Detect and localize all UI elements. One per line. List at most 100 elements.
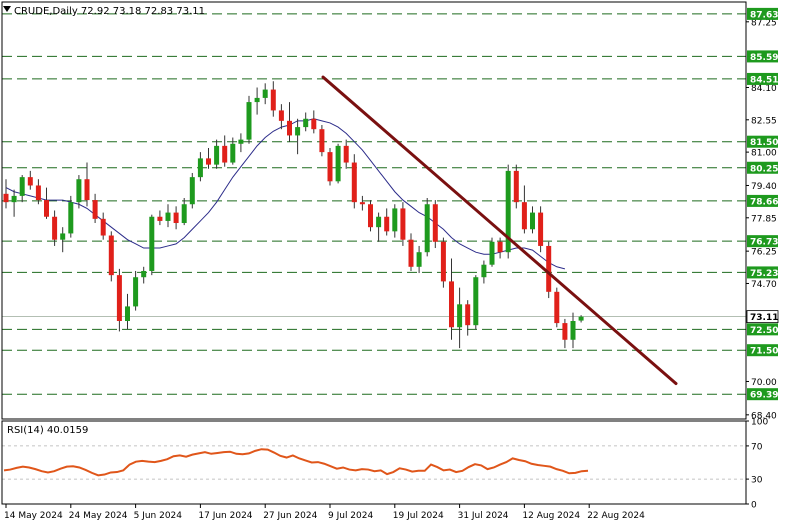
price-tick-label: 87.25	[751, 18, 777, 28]
candle-body	[52, 216, 58, 240]
date-tick-label: 19 Jul 2024	[393, 511, 444, 521]
candle-body	[125, 306, 130, 322]
level-price-label: 87.63	[750, 10, 778, 20]
level-price-label: 69.39	[750, 391, 778, 401]
candle-body	[376, 216, 382, 228]
price-tick-label: 74.70	[751, 280, 777, 290]
candle-body	[230, 143, 236, 163]
candle-body	[76, 179, 82, 203]
price-tick-label: 84.10	[751, 84, 777, 94]
level-price-label: 76.73	[750, 238, 778, 248]
candle-body	[400, 208, 406, 240]
date-tick-label: 5 Jun 2024	[134, 511, 183, 521]
price-tick-label: 82.55	[751, 116, 777, 126]
level-price-box	[747, 323, 778, 336]
candle-body	[489, 241, 495, 265]
level-price-label: 80.25	[750, 164, 778, 174]
candle-body	[521, 202, 527, 230]
candle-body	[368, 204, 373, 228]
candle-body	[481, 264, 487, 278]
candle-body	[222, 145, 228, 163]
date-tick-label: 12 Aug 2024	[522, 511, 580, 521]
date-tick-label: 17 Jun 2024	[198, 511, 252, 521]
price-tick-label: 81.00	[751, 149, 777, 159]
current-price-label: 73.11	[750, 313, 778, 323]
candle-body	[133, 277, 139, 307]
candle-body	[440, 241, 446, 282]
price-tick-label: 76.25	[751, 248, 777, 258]
candle-body	[562, 323, 568, 340]
candle-body	[68, 202, 74, 234]
candle-body	[465, 304, 471, 326]
candle-body	[92, 200, 98, 219]
candle-body	[11, 195, 17, 203]
candle-body	[157, 216, 163, 221]
level-price-box	[747, 388, 778, 401]
candle-body	[35, 185, 41, 201]
level-price-box	[747, 266, 778, 279]
date-tick-label: 27 Jun 2024	[263, 511, 317, 521]
header-group: CRUDE,Daily 72.92 73.18 72.83 73.11 RSI(…	[3, 6, 205, 436]
candle-body	[546, 245, 552, 292]
candles	[3, 81, 584, 349]
date-tick-label: 22 Aug 2024	[587, 511, 645, 521]
rsi-panel-frame	[1, 420, 747, 505]
candle-body	[197, 158, 203, 178]
candle-body	[351, 162, 357, 203]
candle-body	[173, 212, 179, 224]
collapse-triangle-icon[interactable]	[3, 6, 11, 12]
rsi-header: RSI(14) 40.0159	[7, 425, 88, 436]
candle-body	[408, 239, 414, 267]
level-price-label: 81.50	[750, 138, 778, 148]
candle-body	[189, 177, 195, 205]
rsi-tick-label: 70	[751, 442, 763, 452]
moving-average	[5, 118, 566, 270]
rsi-tick-label: 30	[751, 476, 763, 486]
candle-body	[303, 118, 309, 128]
candle-body	[538, 212, 544, 246]
price-tick-label: 79.40	[751, 182, 777, 192]
rsi-tick-label: 0	[751, 501, 757, 511]
rsi-panel: 100 70 30 0	[2, 418, 768, 511]
date-tick-label: 14 May 2024	[4, 511, 63, 521]
candle-body	[513, 170, 519, 203]
downtrend-line	[321, 75, 678, 386]
date-tick-label: 31 Jul 2024	[458, 511, 509, 521]
level-lines	[2, 13, 746, 395]
candle-body	[206, 158, 211, 165]
level-price-label: 85.59	[750, 53, 778, 63]
candle-body	[3, 193, 9, 203]
level-price-label: 78.66	[750, 197, 778, 207]
candle-body	[384, 216, 390, 232]
level-price-box	[747, 194, 778, 207]
candle-body	[554, 291, 560, 324]
candle-body	[505, 170, 511, 253]
candle-body	[335, 145, 341, 182]
date-tick-label: 9 Jul 2024	[328, 511, 373, 521]
level-price-label: 71.50	[750, 347, 778, 357]
candle-body	[100, 218, 106, 236]
candle-body	[287, 120, 292, 136]
candle-body	[359, 202, 365, 205]
candle-body	[424, 204, 430, 253]
candle-body	[416, 252, 422, 267]
candle-body	[116, 275, 122, 322]
level-price-box	[747, 161, 778, 174]
candle-body	[84, 179, 90, 201]
candle-body	[530, 212, 535, 230]
moving-average-line	[5, 118, 566, 270]
candle-body	[578, 316, 584, 321]
candle-body	[181, 204, 187, 224]
price-tick-label: 70.00	[751, 378, 777, 388]
candle-body	[60, 233, 66, 240]
candle-body	[214, 145, 220, 165]
candle-body	[295, 127, 301, 136]
candle-body	[457, 304, 463, 328]
candle-body	[246, 102, 252, 140]
level-price-box	[747, 72, 778, 85]
candle-body	[392, 208, 398, 232]
chart-frames	[1, 1, 747, 505]
candle-body	[44, 200, 49, 217]
candle-body	[473, 277, 479, 326]
